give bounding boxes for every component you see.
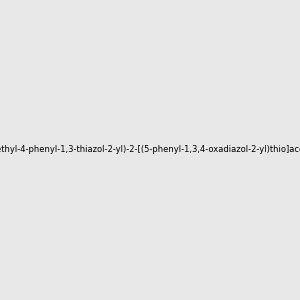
Text: N-(5-methyl-4-phenyl-1,3-thiazol-2-yl)-2-[(5-phenyl-1,3,4-oxadiazol-2-yl)thio]ac: N-(5-methyl-4-phenyl-1,3-thiazol-2-yl)-2…	[0, 146, 300, 154]
